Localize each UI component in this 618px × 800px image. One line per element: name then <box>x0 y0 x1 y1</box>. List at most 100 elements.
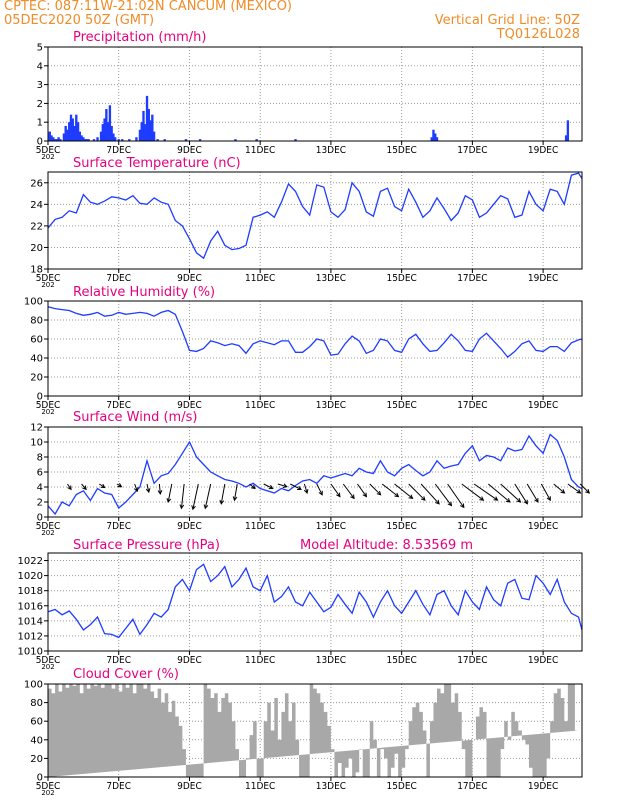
panel-title: Surface Temperature (nC) <box>73 156 241 171</box>
x-tick-label: 13DEC <box>316 521 346 532</box>
wind-arrowhead <box>447 501 453 507</box>
y-tick-label: 20 <box>30 373 43 384</box>
x-tick-label: 17DEC <box>457 145 487 156</box>
precip-bar <box>434 133 437 141</box>
precip-bar <box>255 139 258 141</box>
precip-bar <box>78 131 82 141</box>
panel-title: Precipitation (mm/h) <box>73 30 206 45</box>
wind-arrow <box>567 483 581 494</box>
x-tick-label: 15DEC <box>386 521 416 532</box>
precip-bar <box>99 131 103 141</box>
y-tick-label: 6 <box>37 468 43 479</box>
x-tick-label: 7DEC <box>106 781 131 792</box>
panel-frame <box>47 552 583 652</box>
precip-bar <box>117 139 120 141</box>
wind-arrowhead <box>585 489 590 494</box>
precip-bar <box>55 139 59 141</box>
precip-bar <box>152 131 156 141</box>
x-tick-label: 5DEC <box>36 145 61 156</box>
x-tick-label: 5DEC <box>36 521 61 532</box>
y-tick-label: 22 <box>30 221 43 232</box>
wind-arrowhead <box>479 496 485 501</box>
panel-surface-temperature: 18 20 22 24 26 5DEC 7DEC 9DEC 11DEC 13DEC 15DEC 17D… <box>30 156 583 289</box>
panel-title: Relative Humidity (%) <box>73 285 215 300</box>
wind-arrow <box>408 483 426 501</box>
x-tick-label: 13DEC <box>316 781 346 792</box>
precip-bar <box>66 129 69 141</box>
wind-arrowhead <box>133 487 139 493</box>
panel-surface-pressure: 1010 1012 1014 1016 1018 1020 1022 5DEC 7DEC 9DEC… <box>18 538 583 671</box>
x-tick-label: 7DEC <box>106 273 131 284</box>
wind-arrowhead <box>460 503 465 509</box>
y-tick-label: 1020 <box>18 571 43 582</box>
precip-bar <box>144 124 147 141</box>
wind-arrowhead <box>560 489 566 494</box>
wind-arrow <box>447 483 465 508</box>
x-tick-label: 19DEC <box>528 781 558 792</box>
wind-arrow <box>99 483 105 489</box>
x-tick-label: 7DEC <box>106 400 131 411</box>
y-tick-label: 40 <box>30 735 43 746</box>
wind-arrowhead <box>219 499 225 505</box>
x-year-label: 202 <box>41 529 54 537</box>
x-tick-label: 11DEC <box>245 655 275 666</box>
panel-relative-humidity: 0 20 40 60 80 100 5DEC 7DEC 9DEC 11DEC 13DEC 15DEC 1… <box>24 285 583 416</box>
wind-arrow <box>394 483 413 499</box>
wind-arrow <box>167 483 173 503</box>
precip-bar <box>76 122 80 141</box>
wind-arrowhead <box>420 496 426 501</box>
precip-bar <box>48 131 51 141</box>
panel-annotation: Model Altitude: 8.53569 m <box>300 538 473 553</box>
precip-bar <box>50 135 53 141</box>
y-tick-label: 100 <box>24 297 43 308</box>
y-tick-label: 1010 <box>18 647 43 658</box>
precip-bar <box>234 139 237 141</box>
wind-arrowhead <box>493 496 499 501</box>
x-tick-label: 15DEC <box>386 655 416 666</box>
precip-bar <box>145 95 149 141</box>
x-year-label: 202 <box>41 408 54 416</box>
wind-arrowhead <box>534 497 539 503</box>
wind-arrow <box>473 483 498 501</box>
x-tick-label: 15DEC <box>386 145 416 156</box>
x-tick-label: 19DEC <box>528 273 558 284</box>
wind-arrowhead <box>232 496 238 502</box>
y-tick-label: 1016 <box>18 601 43 612</box>
precip-bar <box>566 120 570 141</box>
wind-arrowhead <box>336 492 341 498</box>
wind-arrow <box>134 483 138 492</box>
y-tick-label: 80 <box>30 316 43 327</box>
wind-arrow <box>514 483 528 505</box>
y-tick-label: 26 <box>30 178 43 189</box>
wind-arrowhead <box>191 505 196 511</box>
precip-bar <box>564 135 568 141</box>
header-model: TQ0126L028 <box>496 27 580 42</box>
cloud-area <box>48 684 579 777</box>
x-tick-label: 13DEC <box>316 145 346 156</box>
x-tick-label: 11DEC <box>245 781 275 792</box>
wind-arrowhead <box>318 490 323 496</box>
x-tick-label: 5DEC <box>36 781 61 792</box>
wind-arrow <box>277 483 288 488</box>
wind-arrowhead <box>145 488 151 494</box>
precip-bar <box>110 125 113 141</box>
wind-arrow <box>553 483 565 494</box>
precip-bar <box>430 137 433 141</box>
precip-bar <box>112 133 115 141</box>
wind-arrow <box>263 483 273 489</box>
precip-bar <box>69 114 73 141</box>
x-tick-label: 13DEC <box>316 273 346 284</box>
x-tick-label: 19DEC <box>528 145 558 156</box>
panel-title: Surface Pressure (hPa) <box>73 538 220 553</box>
wind-arrowhead <box>394 492 400 498</box>
x-tick-label: 15DEC <box>386 781 416 792</box>
x-tick-label: 9DEC <box>177 400 202 411</box>
wind-arrowhead <box>67 485 72 491</box>
wind-arrowhead <box>250 484 256 490</box>
precip-bar <box>147 109 150 141</box>
x-year-label: 202 <box>41 789 54 797</box>
y-tick-label: 1 <box>37 118 43 129</box>
y-tick-label: 2 <box>37 498 43 509</box>
precip-bar <box>114 137 117 141</box>
x-year-label: 202 <box>41 663 54 671</box>
